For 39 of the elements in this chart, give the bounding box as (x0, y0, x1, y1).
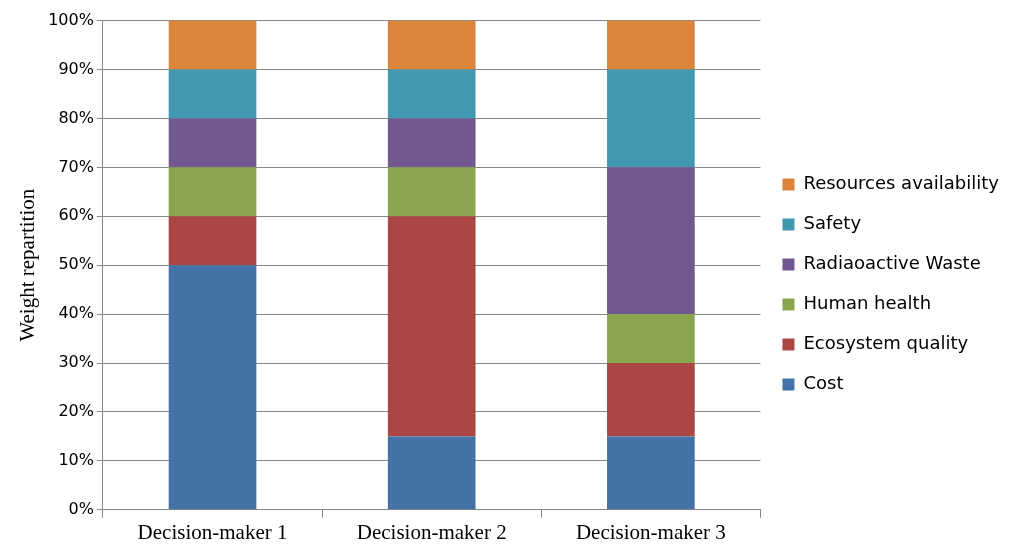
x-tick-label: Decision-maker 3 (575, 519, 726, 544)
bar (168, 20, 257, 70)
y-tick-label: 100% (48, 9, 94, 29)
bar (607, 69, 695, 168)
y-tick-label: 40% (58, 303, 94, 323)
y-tick-label: 60% (58, 205, 94, 225)
bar (168, 265, 257, 510)
y-tick-label: 90% (58, 58, 94, 78)
bar (387, 20, 476, 70)
bar (607, 20, 695, 70)
legend-label: Cost (803, 372, 844, 394)
bar (387, 436, 476, 510)
bar (607, 314, 695, 364)
bar (607, 363, 695, 437)
legend-label: Radiaoactive Waste (803, 252, 981, 274)
bar (168, 118, 257, 168)
y-tick-label: 50% (58, 254, 94, 274)
bar (168, 69, 257, 119)
legend-label: Safety (803, 212, 862, 234)
y-tick-label: 30% (58, 352, 94, 372)
bar (387, 216, 476, 437)
bar (168, 167, 257, 217)
bar (387, 118, 476, 168)
y-tick-label: 80% (58, 107, 94, 127)
y-tick-label: 70% (58, 156, 94, 176)
y-tick-label: 20% (58, 401, 94, 421)
bar (387, 167, 476, 217)
x-tick-label: Decision-maker 1 (137, 519, 288, 544)
y-axis-title: Weight repartition (15, 188, 40, 342)
y-tick-label: 10% (58, 450, 94, 470)
bar (168, 216, 257, 266)
legend-label: Human health (803, 292, 932, 314)
legend-label: Ecosystem quality (803, 332, 969, 354)
bar (607, 436, 695, 510)
bar (387, 69, 476, 119)
legend-label: Resources availability (803, 172, 1000, 194)
y-tick-label: 0% (68, 498, 94, 518)
bar (607, 167, 695, 315)
x-tick-label: Decision-maker 2 (356, 519, 507, 544)
